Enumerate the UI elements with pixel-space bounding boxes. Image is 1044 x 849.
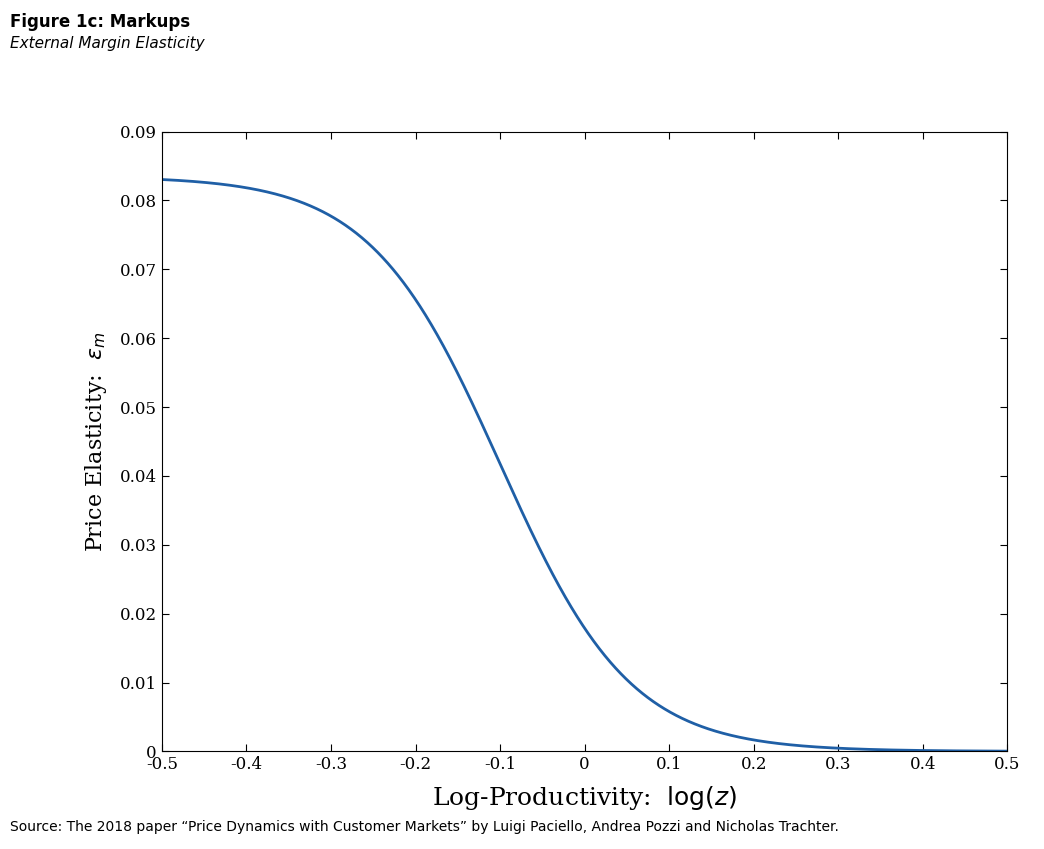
Text: External Margin Elasticity: External Margin Elasticity	[10, 36, 205, 51]
X-axis label: Log-Productivity:  $\log(z)$: Log-Productivity: $\log(z)$	[432, 784, 737, 812]
Y-axis label: Price Elasticity:  $\varepsilon_m$: Price Elasticity: $\varepsilon_m$	[82, 331, 109, 552]
Text: Figure 1c: Markups: Figure 1c: Markups	[10, 13, 191, 31]
Text: Source: The 2018 paper “Price Dynamics with Customer Markets” by Luigi Paciello,: Source: The 2018 paper “Price Dynamics w…	[10, 820, 839, 834]
